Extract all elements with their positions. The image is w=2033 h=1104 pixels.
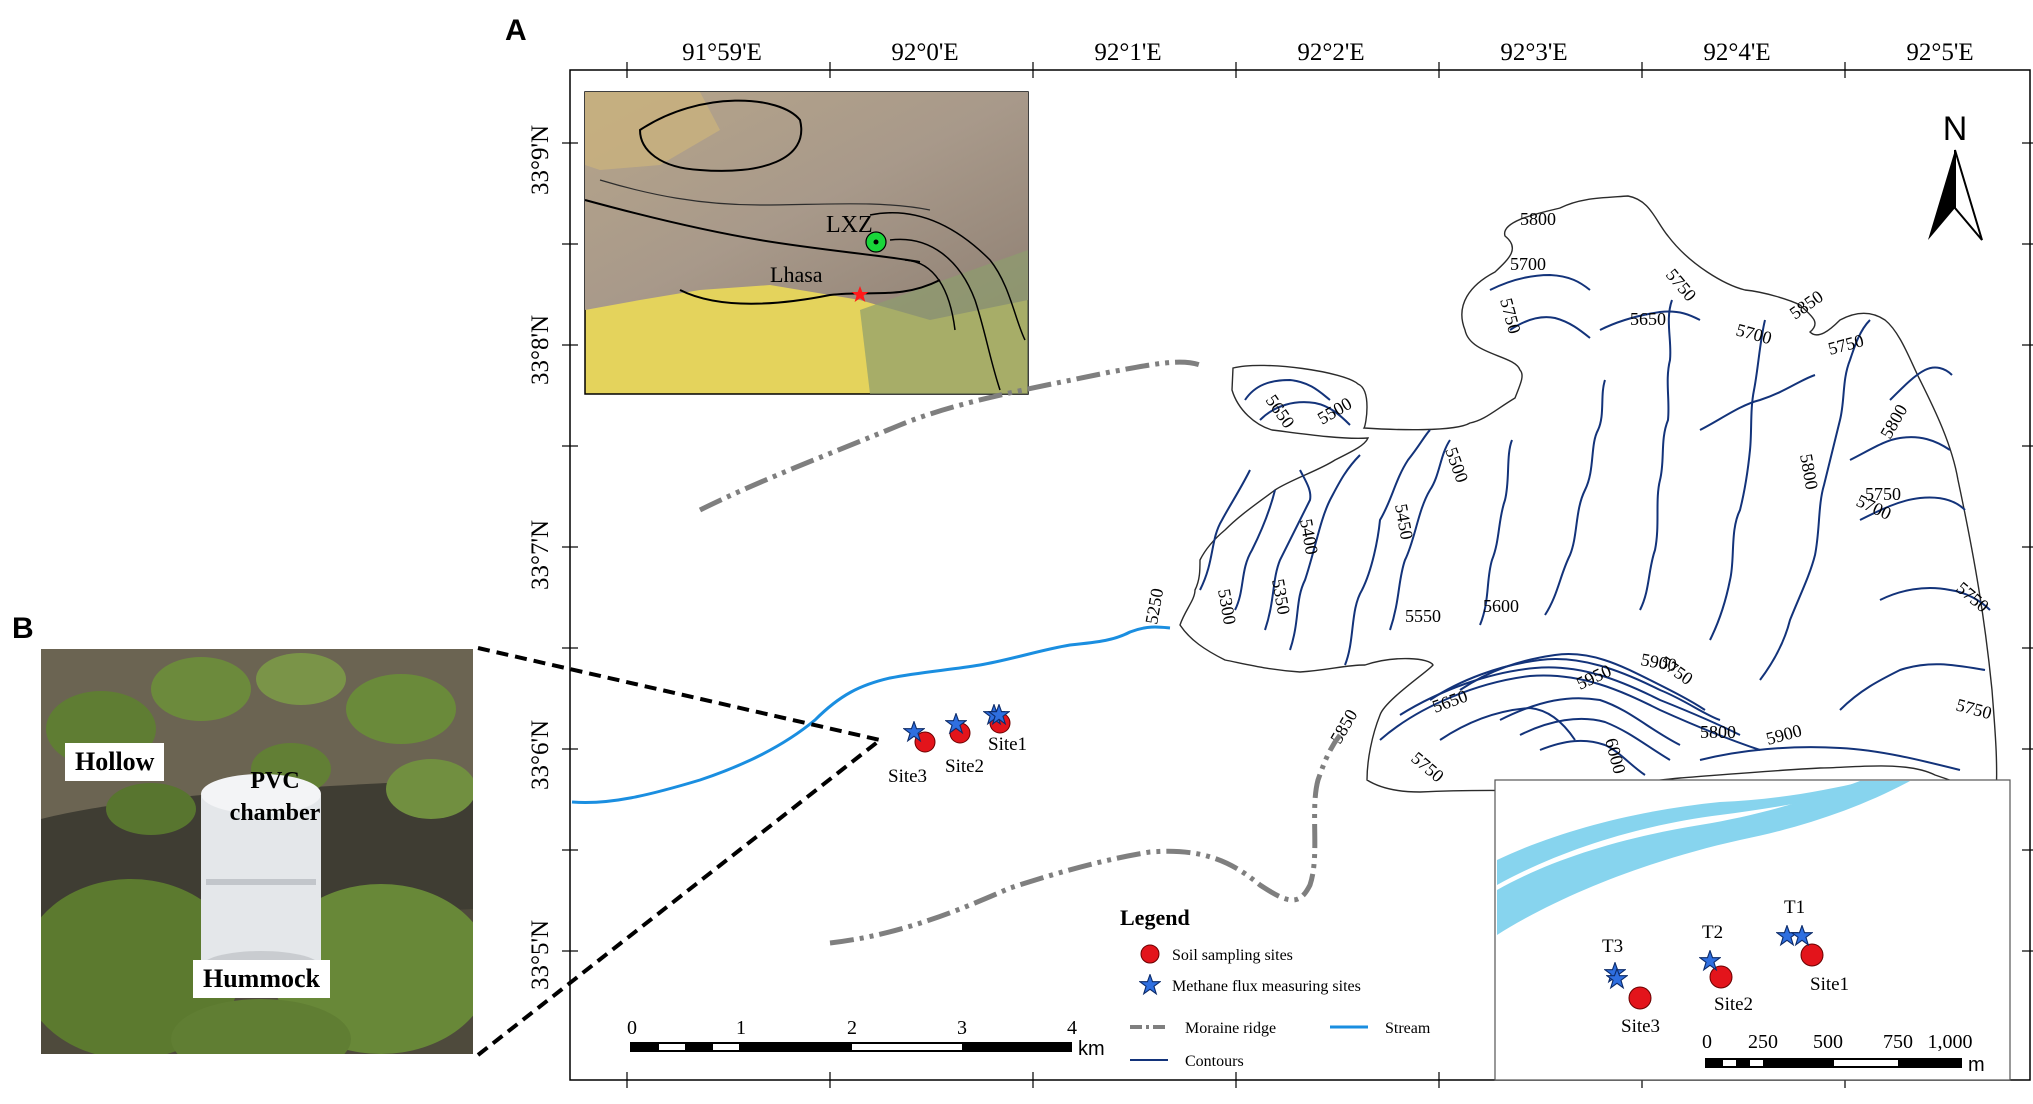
scale-km-label: 3 (957, 1017, 967, 1039)
overview-inset-map: LXZ Lhasa (584, 91, 1029, 395)
contour-label: 5650 (1630, 309, 1666, 329)
legend-moraine-label: Moraine ridge (1185, 1020, 1276, 1037)
scale-km-label: 2 (847, 1017, 857, 1039)
inset-t2-label: T2 (1702, 922, 1723, 943)
site1-label: Site1 (988, 734, 1027, 755)
pvc-chamber-label: PVC chamber (210, 765, 340, 830)
contour-label: 5800 (1520, 209, 1556, 229)
inset-t3-label: T3 (1602, 936, 1623, 957)
inset-scale-label: 500 (1813, 1031, 1843, 1053)
moraine-ridges (698, 359, 1342, 946)
inset-scale-label: 750 (1883, 1031, 1913, 1053)
lon-label: 92°0'E (891, 39, 958, 66)
lat-label: 33°7'N (527, 520, 554, 590)
north-label: N (1943, 110, 1968, 148)
inset-site3-label: Site3 (1621, 1016, 1660, 1037)
latitude-ticks (562, 142, 2033, 952)
detail-inset-map: T3 T2 T1 Site3 Site2 Site1 0 250 500 750… (1494, 779, 2011, 1081)
panel-b-label: B (12, 612, 34, 645)
hummock-label: Hummock (193, 960, 330, 998)
hollow-label: Hollow (65, 743, 165, 781)
legend-title: Legend (1120, 905, 1190, 930)
scale-km-label: 4 (1067, 1017, 1077, 1039)
lon-label: 92°5'E (1906, 39, 1973, 66)
lhasa-label: Lhasa (770, 262, 823, 287)
site3-marker (914, 731, 936, 753)
inset-site1-label: Site1 (1810, 974, 1849, 995)
pvc-chamber-text: PVC chamber (229, 768, 321, 827)
legend: Legend Soil sampling sites Methane flux … (1120, 905, 1431, 1070)
lon-label: 91°59'E (682, 39, 762, 66)
lon-label: 92°3'E (1500, 39, 1567, 66)
contour-label: 5600 (1483, 596, 1519, 616)
inset-t1-label: T1 (1784, 897, 1805, 918)
photo-connector (476, 646, 882, 1057)
lxz-label: LXZ (826, 212, 873, 238)
lon-label: 92°1'E (1094, 39, 1161, 66)
legend-soil-marker (1140, 944, 1160, 964)
lat-label: 33°8'N (527, 315, 554, 385)
site3-label: Site3 (888, 766, 927, 787)
lat-label: 33°5'N (527, 920, 554, 990)
contour-label: 5800 (1700, 722, 1736, 742)
scale-km-label: 0 (627, 1017, 637, 1039)
contour-label: 5550 (1405, 606, 1441, 626)
legend-contours-label: Contours (1185, 1053, 1244, 1070)
inset-scale-label: 1,000 (1928, 1031, 1973, 1053)
inset-scale-label: 0 (1702, 1031, 1712, 1053)
legend-methane-label: Methane flux measuring sites (1172, 978, 1361, 995)
legend-stream-label: Stream (1385, 1020, 1431, 1037)
lat-label: 33°6'N (527, 720, 554, 790)
inset-scale-label: 250 (1748, 1031, 1778, 1053)
lon-label: 92°2'E (1297, 39, 1364, 66)
legend-soil-label: Soil sampling sites (1172, 947, 1293, 964)
contour-lines (1199, 273, 1991, 776)
longitude-labels: 91°59'E 92°0'E 92°1'E 92°2'E 92°3'E 92°4… (682, 39, 1974, 66)
site2-label: Site2 (945, 756, 984, 777)
stream-line (571, 625, 1171, 804)
contour-label: 5750 (1865, 484, 1901, 504)
scale-km-unit: km (1078, 1038, 1105, 1060)
inset-site2-label: Site2 (1714, 994, 1753, 1015)
inset-scale-unit: m (1968, 1054, 1985, 1076)
longitude-ticks (626, 62, 1846, 1088)
scale-bar-km: 0 1 2 3 4 km (627, 1017, 1105, 1060)
panel-a-label: A (505, 14, 527, 47)
sites-main: Site3 Site2 Site1 (888, 704, 1027, 787)
lat-label: 33°9'N (527, 125, 554, 195)
contour-label: 5700 (1510, 254, 1546, 274)
north-arrow: N (1928, 110, 1983, 241)
lon-label: 92°4'E (1703, 39, 1770, 66)
latitude-labels: 33°9'N 33°8'N 33°7'N 33°6'N 33°5'N (527, 125, 554, 990)
lhasa-marker (851, 286, 869, 302)
scale-km-label: 1 (736, 1017, 746, 1039)
